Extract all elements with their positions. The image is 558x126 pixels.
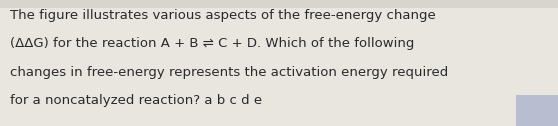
Bar: [516, 94, 558, 126]
Text: changes in free-energy represents the activation energy required: changes in free-energy represents the ac…: [10, 66, 448, 78]
Bar: [0, 0, 558, 8]
Text: for a noncatalyzed reaction? a b c d e: for a noncatalyzed reaction? a b c d e: [10, 94, 262, 107]
Text: (ΔΔG) for the reaction A + B ⇌ C + D. Which of the following: (ΔΔG) for the reaction A + B ⇌ C + D. Wh…: [10, 37, 415, 50]
Text: The figure illustrates various aspects of the free-energy change: The figure illustrates various aspects o…: [10, 9, 436, 22]
